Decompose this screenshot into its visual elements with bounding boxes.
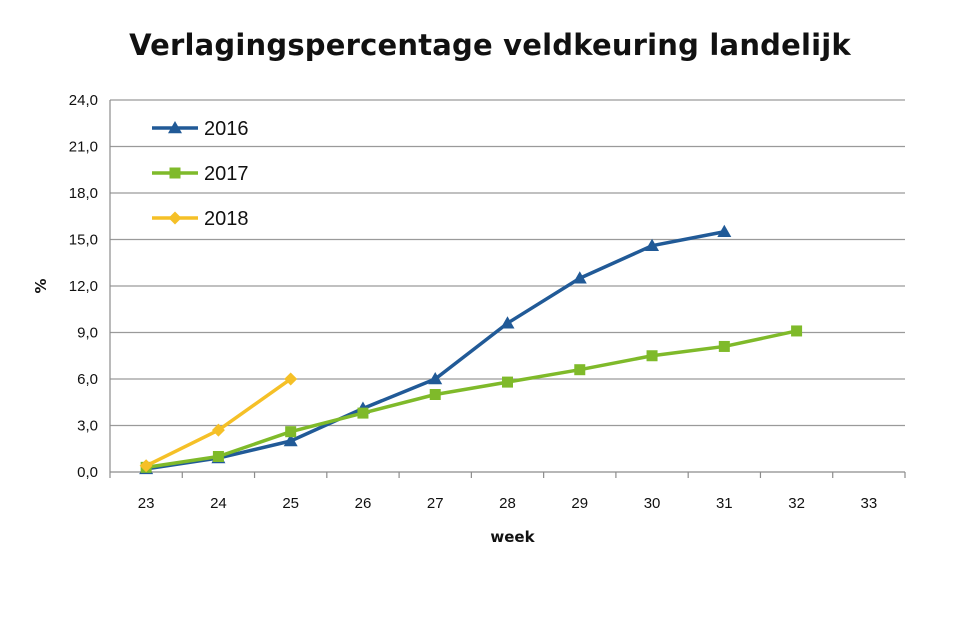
data-point-2017 bbox=[574, 364, 586, 376]
x-tick-label: 30 bbox=[644, 495, 661, 512]
x-tick-label: 26 bbox=[355, 495, 372, 512]
legend-marker-2016 bbox=[168, 121, 182, 134]
chart-title: Verlagingspercentage veldkeuring landeli… bbox=[129, 28, 851, 62]
data-point-2017 bbox=[718, 340, 730, 352]
legend-label-2016: 2016 bbox=[204, 118, 249, 140]
x-tick-label: 28 bbox=[499, 495, 516, 512]
data-point-2017 bbox=[212, 451, 224, 462]
y-tick-label: 0,0 bbox=[77, 464, 98, 481]
x-tick-label: 27 bbox=[427, 495, 444, 512]
data-point-2016 bbox=[717, 224, 732, 237]
y-tick-label: 6,0 bbox=[77, 371, 98, 388]
data-point-2017 bbox=[502, 376, 513, 388]
y-tick-label: 9,0 bbox=[77, 325, 98, 342]
y-axis-title: % bbox=[32, 278, 50, 293]
x-tick-label: 23 bbox=[138, 495, 155, 512]
data-point-2018 bbox=[211, 423, 225, 437]
y-tick-label: 12,0 bbox=[69, 278, 98, 295]
data-point-2016 bbox=[572, 271, 587, 284]
x-tick-label: 32 bbox=[788, 495, 805, 512]
y-tick-label: 18,0 bbox=[69, 185, 98, 202]
x-tick-label: 33 bbox=[861, 495, 878, 512]
y-tick-label: 15,0 bbox=[69, 232, 98, 249]
data-point-2017 bbox=[285, 426, 297, 438]
x-tick-label: 24 bbox=[210, 495, 227, 512]
data-point-2016 bbox=[500, 316, 515, 329]
data-point-2018 bbox=[284, 372, 298, 386]
data-point-2018 bbox=[139, 459, 153, 473]
legend-marker-2017 bbox=[169, 167, 181, 179]
series-line-2016 bbox=[144, 230, 727, 471]
y-tick-label: 3,0 bbox=[77, 418, 98, 435]
x-tick-label: 31 bbox=[716, 495, 733, 512]
x-tick-label: 25 bbox=[282, 495, 299, 512]
x-axis-title: week bbox=[490, 528, 535, 546]
y-tick-label: 24,0 bbox=[69, 92, 98, 109]
data-point-2017 bbox=[357, 407, 369, 419]
legend-label-2017: 2017 bbox=[204, 163, 249, 185]
x-tick-label: 29 bbox=[571, 495, 588, 512]
data-point-2016 bbox=[283, 434, 298, 447]
data-point-2017 bbox=[646, 350, 658, 362]
data-point-2016 bbox=[428, 372, 443, 385]
y-tick-label: 21,0 bbox=[69, 139, 98, 156]
data-point-2016 bbox=[645, 238, 660, 251]
data-point-2017 bbox=[429, 389, 441, 400]
legend-label-2018: 2018 bbox=[204, 208, 249, 230]
data-point-2017 bbox=[791, 325, 803, 337]
series-line-2017 bbox=[144, 329, 799, 470]
legend-marker-2018 bbox=[168, 211, 182, 225]
